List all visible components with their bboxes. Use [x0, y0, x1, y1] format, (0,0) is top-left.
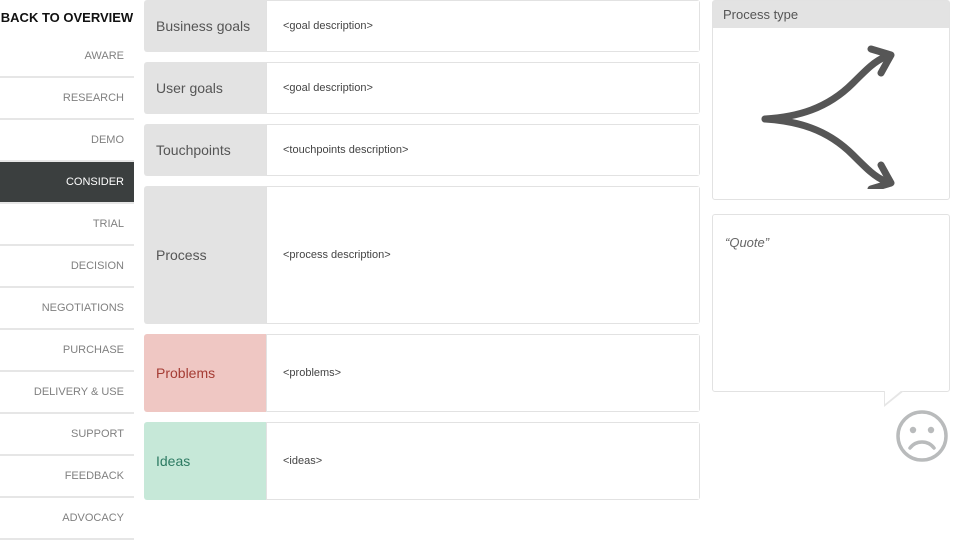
label-process: Process: [144, 186, 266, 324]
sidebar-item-delivery-use[interactable]: DELIVERY & USE: [0, 372, 134, 412]
sidebar-item-support[interactable]: SUPPORT: [0, 414, 134, 454]
process-type-card: Process type: [712, 0, 950, 200]
block-business-goals: Business goals <goal description>: [144, 0, 700, 52]
quote-card: “Quote”: [712, 214, 950, 392]
block-touchpoints: Touchpoints <touchpoints description>: [144, 124, 700, 176]
label-user-goals: User goals: [144, 62, 266, 114]
value-user-goals: <goal description>: [266, 62, 700, 114]
block-user-goals: User goals <goal description>: [144, 62, 700, 114]
sidebar-item-advocacy[interactable]: ADVOCACY: [0, 498, 134, 538]
block-problems: Problems <problems>: [144, 334, 700, 412]
sidebar-item-trial[interactable]: TRIAL: [0, 204, 134, 244]
label-touchpoints: Touchpoints: [144, 124, 266, 176]
sidebar-item-aware[interactable]: AWARE: [0, 36, 134, 76]
content-area: Business goals <goal description> User g…: [144, 0, 700, 540]
quote-pointer-fill: [885, 390, 902, 404]
process-type-title: Process type: [713, 1, 949, 28]
block-ideas: Ideas <ideas>: [144, 422, 700, 500]
block-process: Process <process description>: [144, 186, 700, 324]
value-touchpoints: <touchpoints description>: [266, 124, 700, 176]
label-problems: Problems: [144, 334, 266, 412]
label-business-goals: Business goals: [144, 0, 266, 52]
value-problems: <problems>: [266, 334, 700, 412]
quote-text: “Quote”: [713, 215, 949, 264]
diverge-icon: [757, 39, 927, 189]
sidebar-item-purchase[interactable]: PURCHASE: [0, 330, 134, 370]
sidebar-item-consider[interactable]: CONSIDER: [0, 162, 134, 202]
sidebar-item-demo[interactable]: DEMO: [0, 120, 134, 160]
left-nav: BACK TO OVERVIEW AWARERESEARCHDEMOCONSID…: [0, 0, 134, 540]
label-ideas: Ideas: [144, 422, 266, 500]
value-business-goals: <goal description>: [266, 0, 700, 52]
sidebar-item-research[interactable]: RESEARCH: [0, 78, 134, 118]
value-ideas: <ideas>: [266, 422, 700, 500]
sidebar-item-decision[interactable]: DECISION: [0, 246, 134, 286]
sidebar-item-negotiations[interactable]: NEGOTIATIONS: [0, 288, 134, 328]
sad-face-icon: [894, 408, 950, 464]
value-process: <process description>: [266, 186, 700, 324]
back-to-overview-link[interactable]: BACK TO OVERVIEW: [0, 0, 134, 36]
sidebar-item-feedback[interactable]: FEEDBACK: [0, 456, 134, 496]
